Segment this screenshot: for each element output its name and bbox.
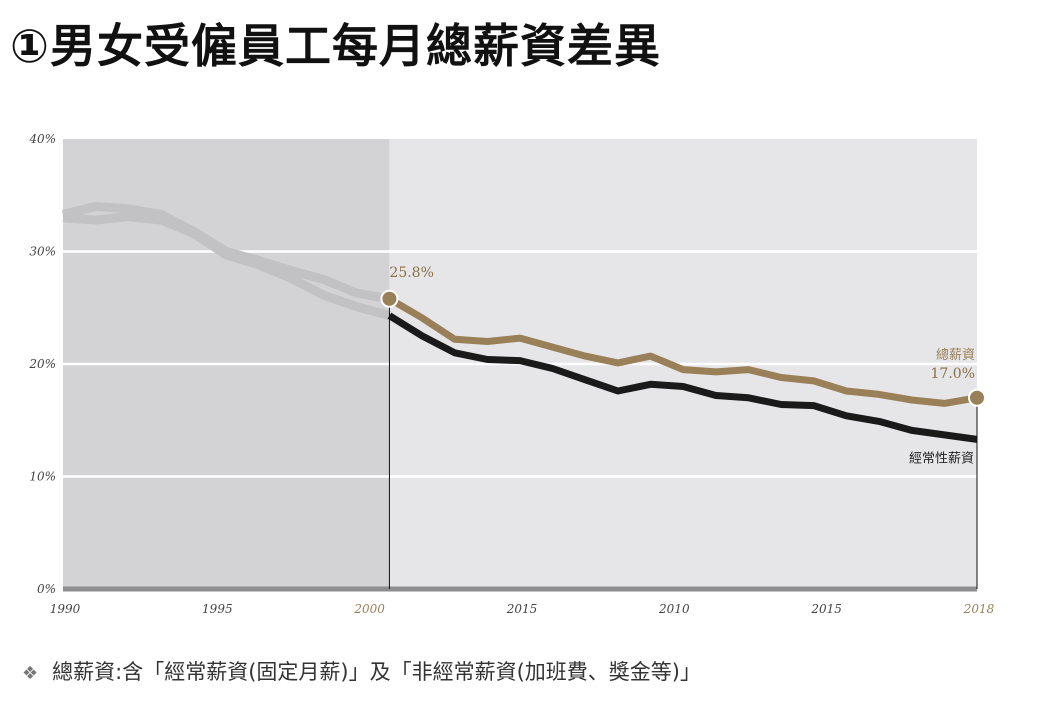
series-regular-label: 經常性薪資: [909, 451, 974, 466]
y-tick-label: 40%: [28, 132, 56, 146]
x-tick-label: 1995: [202, 602, 233, 616]
footnote-text: 總薪資:含「經常薪資(固定月薪)」及「非經常薪資(加班費、獎金等)」: [52, 660, 701, 684]
page-title: ①男女受僱員工每月總薪資差異: [10, 19, 661, 73]
line-chart: 0% 10% 20% 30% 40% 1990 1995 2000 2015 2010 2015 20…: [28, 132, 995, 616]
y-tick-label: 0%: [37, 582, 56, 596]
x-tick-label: 2000: [353, 602, 385, 616]
y-tick-label: 10%: [29, 470, 56, 484]
footnote: ❖ 總薪資:含「經常薪資(固定月薪)」及「非經常薪資(加班費、獎金等)」: [22, 656, 701, 686]
start-point-dot: [380, 289, 399, 308]
x-tick-label: 2010: [658, 602, 690, 616]
x-tick-label: 2015: [810, 602, 842, 616]
series-regular-line: [387, 312, 978, 443]
x-tick-label: 2015: [506, 602, 538, 616]
x-tick-label: 2018: [963, 602, 995, 616]
y-tick-label: 20%: [28, 357, 56, 371]
end-value-label: 17.0%: [931, 366, 975, 382]
y-tick-label: 30%: [29, 245, 56, 259]
start-value-label: 25.8%: [389, 265, 433, 281]
end-point-dot: [968, 388, 986, 407]
series-total-line: [387, 295, 978, 407]
series-total-label: 總薪資: [936, 347, 975, 363]
x-tick-label: 1990: [50, 602, 81, 616]
diamond-bullet-icon: ❖: [22, 663, 39, 684]
series-total-faded: [61, 202, 391, 304]
